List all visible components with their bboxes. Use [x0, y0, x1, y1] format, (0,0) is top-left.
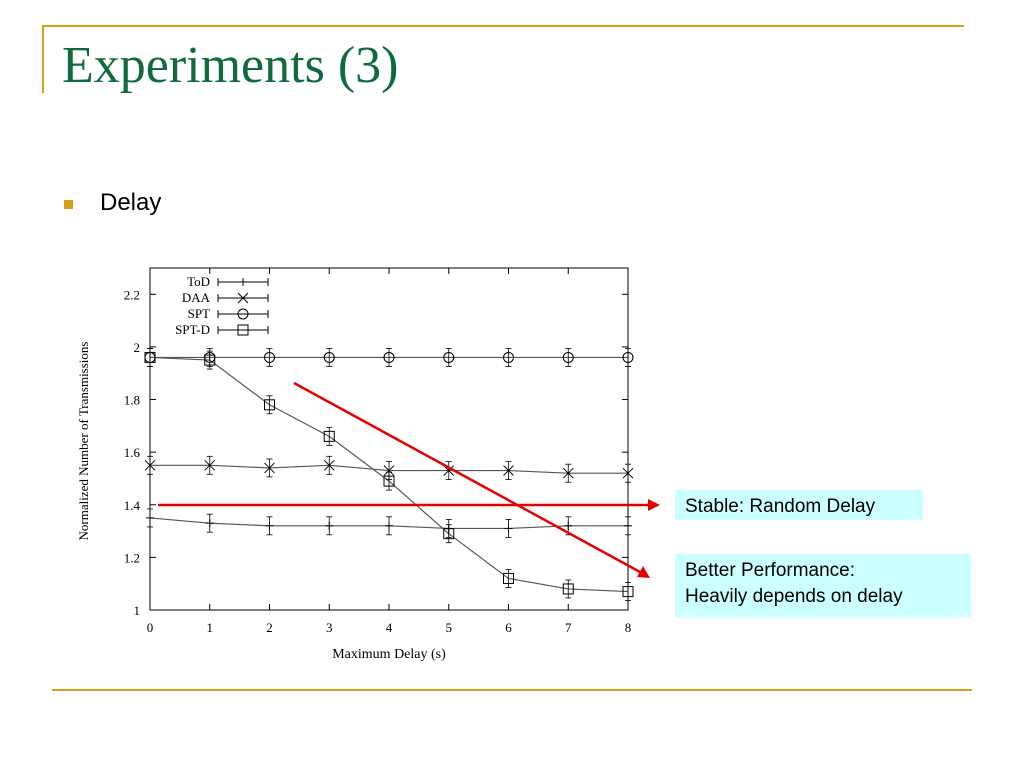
data-point-spt-d	[264, 399, 275, 411]
data-point-spt-d	[562, 583, 574, 595]
y-tick-label: 1.6	[124, 445, 141, 460]
callout-better-line1: Better Performance:	[685, 560, 856, 581]
x-tick-label: 7	[565, 620, 572, 635]
y-tick-label: 2.2	[124, 287, 140, 302]
data-point-spt	[503, 351, 514, 363]
bullet-text: Delay	[100, 189, 162, 216]
y-tick-label: 1.4	[124, 498, 141, 513]
title-accent-vertical	[42, 25, 44, 93]
data-point-spt-d	[383, 475, 395, 487]
plot-border	[149, 267, 629, 611]
x-tick-label: 0	[147, 620, 154, 635]
data-point-spt	[622, 351, 634, 363]
x-tick-label: 5	[446, 620, 453, 635]
footer-accent-line	[52, 689, 972, 691]
x-tick-label: 2	[266, 620, 273, 635]
callout-better: Better Performance: Heavily depends on d…	[675, 554, 971, 617]
y-tick-label: 2	[134, 340, 141, 355]
data-point-spt	[562, 351, 574, 363]
data-point-spt-d	[622, 586, 634, 598]
legend-label-tod: ToD	[187, 274, 210, 289]
x-tick-label: 4	[386, 620, 393, 635]
data-point-spt	[264, 351, 275, 363]
data-point-spt-d	[443, 528, 455, 540]
data-point-daa	[383, 465, 395, 476]
data-point-spt-d	[323, 430, 335, 442]
data-point-spt	[443, 351, 455, 363]
data-point-daa	[323, 459, 335, 471]
data-point-daa	[562, 467, 574, 479]
legend-label-spt: SPT	[188, 306, 210, 321]
callout-better-line2: Heavily depends on delay	[685, 585, 903, 607]
data-point-spt	[323, 351, 335, 363]
data-point-spt-d	[204, 354, 216, 366]
stable-arrowhead-icon	[648, 499, 660, 511]
y-tick-label: 1	[134, 603, 141, 618]
data-point-daa	[264, 462, 275, 474]
legend-label-spt-d: SPT-D	[175, 322, 210, 337]
bullet-square-icon	[64, 200, 73, 209]
y-tick-label: 1.2	[124, 550, 140, 565]
legend-marker-spt-d	[237, 324, 249, 336]
better-arrowhead-icon	[637, 566, 650, 578]
data-point-daa	[443, 465, 455, 476]
data-point-daa	[622, 467, 634, 479]
legend-marker-daa	[237, 292, 249, 304]
x-tick-label: 8	[625, 620, 632, 635]
better-arrow-line	[293, 381, 641, 574]
legend-label-daa: DAA	[182, 290, 211, 305]
data-point-daa	[144, 459, 156, 471]
slide-title: Experiments (3)	[62, 37, 399, 94]
callout-stable: Stable: Random Delay	[675, 490, 923, 520]
title-accent-horizontal	[42, 25, 964, 27]
data-point-daa	[204, 459, 216, 471]
data-point-daa	[503, 465, 514, 476]
data-point-spt-d	[503, 572, 514, 584]
y-tick-label: 1.8	[124, 393, 140, 408]
legend-marker-spt	[237, 308, 249, 320]
data-point-spt-d	[144, 351, 156, 363]
x-axis-label: Maximum Delay (s)	[332, 647, 446, 662]
y-axis-label: Normalized Number of Transmissions	[76, 342, 91, 541]
x-tick-label: 1	[207, 620, 214, 635]
callout-stable-text: Stable: Random Delay	[685, 496, 876, 517]
x-tick-label: 6	[505, 620, 512, 635]
data-point-spt	[383, 351, 395, 363]
x-tick-label: 3	[326, 620, 333, 635]
